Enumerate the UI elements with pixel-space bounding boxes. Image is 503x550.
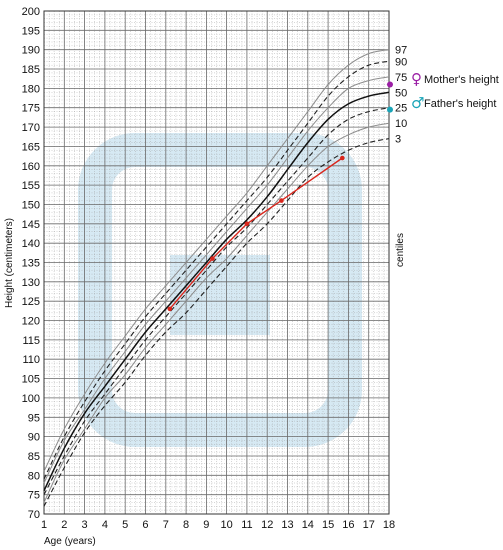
parent-height-marker [387,81,393,88]
centiles-label: centiles [395,233,406,267]
x-tick-label: 13 [281,519,293,531]
y-tick-label: 105 [22,374,40,386]
x-tick-label: 3 [82,519,88,531]
y-tick-label: 130 [22,277,40,289]
female-symbol-icon: ♀ [411,70,422,88]
centile-line-3 [43,138,390,507]
x-tick-label: 18 [383,519,395,531]
major-grid [43,10,390,515]
y-tick-label: 150 [22,199,40,211]
legend: ♀ Mother's height♂ Father's height [387,70,499,113]
y-axis-ticks: 70 75 80 85 90 95 100 105 110 115 120 125 130 135 140 1… [22,6,40,521]
male-symbol-icon: ♂ [411,94,424,112]
x-tick-label: 15 [322,519,334,531]
y-tick-label: 200 [22,6,40,18]
x-tick-label: 8 [183,519,189,531]
y-tick-label: 175 [22,103,40,115]
x-tick-label: 14 [302,519,314,531]
x-tick-label: 11 [241,519,252,531]
y-tick-label: 100 [22,393,40,405]
x-axis-ticks: 1 2 3 4 5 6 7 8 9 10 11 12 13 14 15 16 17 18 [41,519,395,531]
watermark-ring [78,133,362,447]
parent-height-marker [387,106,393,113]
centile-lines [43,49,390,507]
centile-line-10 [43,122,390,503]
y-tick-label: 115 [22,335,40,347]
y-tick-label: 90 [28,432,40,444]
centile-label-50: 50 [395,87,407,99]
centile-label-97: 97 [395,45,407,57]
y-tick-label: 80 [28,470,40,482]
x-axis-title: Age (years) [44,536,96,547]
x-tick-label: 10 [221,519,233,531]
x-tick-label: 12 [261,519,273,531]
y-tick-label: 110 [22,354,40,366]
legend-label: Father's height [424,98,496,110]
patient-point [279,198,284,203]
x-tick-label: 17 [363,519,375,531]
y-tick-label: 125 [22,296,40,308]
centile-line-90 [43,60,390,480]
y-tick-label: 160 [22,161,40,173]
x-tick-label: 2 [61,519,67,531]
x-tick-label: 1 [41,519,47,531]
patient-point [167,306,173,312]
y-axis-title: Height (centimeters) [4,218,15,308]
y-tick-label: 185 [22,64,40,76]
x-tick-label: 16 [342,519,354,531]
patient-series [167,155,345,312]
x-tick-label: 7 [163,519,169,531]
y-tick-label: 195 [22,25,40,37]
centile-label-75: 75 [395,72,407,84]
y-tick-label: 95 [28,412,40,424]
legend-label: Mother's height [424,74,499,86]
x-tick-label: 6 [142,519,148,531]
centile-label-3: 3 [395,134,401,146]
centile-line-97 [43,49,390,472]
x-tick-label: 9 [203,519,209,531]
plot-frame [43,10,390,515]
y-tick-label: 170 [22,122,40,134]
patient-point [210,256,215,261]
y-tick-label: 145 [22,219,40,231]
y-tick-label: 135 [22,258,40,270]
centile-line-50 [43,91,390,492]
y-tick-label: 190 [22,45,40,57]
y-tick-label: 155 [22,180,40,192]
y-tick-label: 120 [22,316,40,328]
patient-point [340,155,345,161]
patient-point [244,221,250,227]
y-tick-label: 140 [22,238,40,250]
y-tick-label: 165 [22,141,40,153]
centile-line-75 [43,76,390,484]
centile-label-90: 90 [395,56,407,68]
y-tick-label: 85 [28,451,40,463]
y-tick-label: 180 [22,83,40,95]
centile-label-25: 25 [395,103,407,115]
watermark-block [170,255,270,335]
centile-label-10: 10 [395,118,407,130]
centile-line-25 [43,107,390,495]
x-tick-label: 4 [102,519,108,531]
y-tick-label: 70 [28,509,40,521]
x-tick-label: 5 [122,519,128,531]
watermark-logo [78,133,362,447]
y-tick-label: 75 [28,490,40,502]
